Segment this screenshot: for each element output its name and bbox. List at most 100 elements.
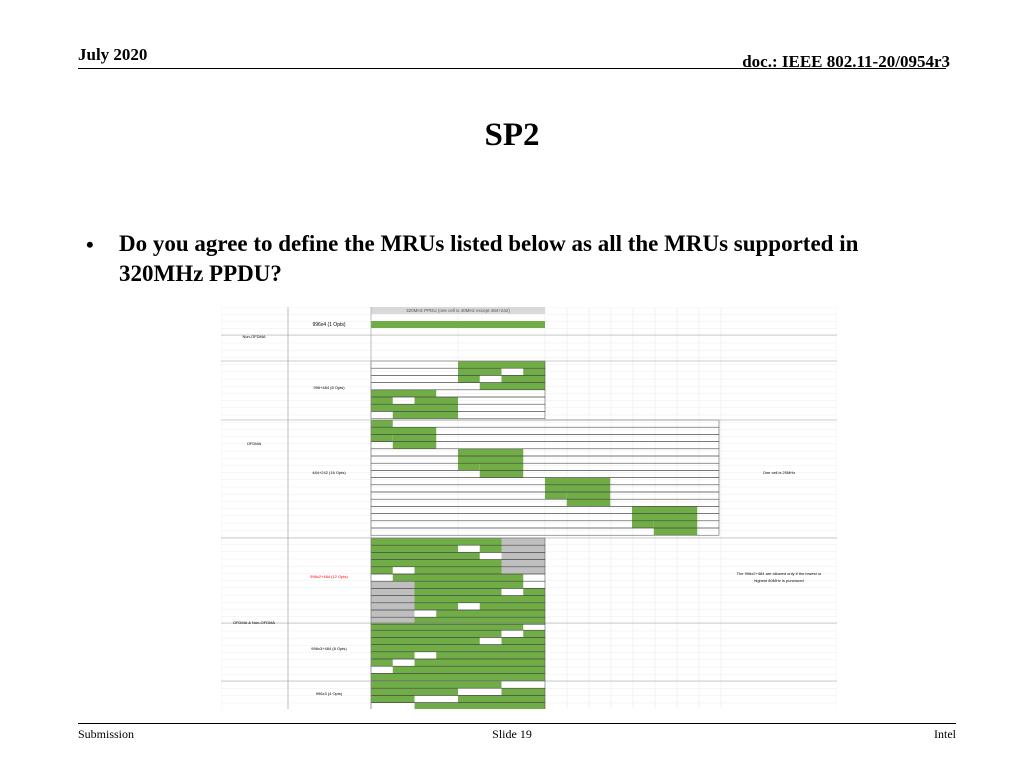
row-label-996x4: 996x4 (1 Opts) [312,322,345,328]
mru-cell [371,397,393,405]
mru-cell [392,434,437,442]
mru-cell [501,545,545,553]
mru-cell [501,644,545,652]
row-label-996x3: 996x3 (4 Opts) [316,691,343,696]
mru-cell [501,456,524,464]
bullet-marker: • [86,232,94,257]
mru-cell [371,389,437,397]
mru-cell [371,695,415,703]
mru-cell [371,566,393,574]
mru-cell [501,361,545,369]
footer-divider [78,723,956,724]
mru-cell [371,588,415,596]
note-cell-20mhz: One cell is 20MHz [763,470,795,475]
mru-cell [414,397,458,405]
slide-title: SP2 [484,117,540,153]
mru-cell [479,545,502,553]
mru-cell [458,448,524,456]
mru-cell [523,630,545,638]
mru-cell [392,441,437,449]
mru-cell [653,528,698,536]
mru-cell [479,470,524,478]
mru-cell [371,651,415,659]
mru-cell [414,581,524,589]
mru-cell [545,492,567,500]
mru-cell [501,559,545,567]
group-label-ofdma: OFDMA [247,441,262,446]
mru-cell [653,520,698,528]
mru-cell [479,382,545,390]
mru-cell [523,368,545,376]
mru-cell [479,602,545,610]
mru-cell [371,623,524,631]
mru-cell [414,588,502,596]
mru-cell [458,463,480,471]
mru-cell [371,427,415,435]
mru-table-svg: 320MHz PPDU (one cell is 40MHz except 48… [221,307,837,709]
mru-cell [501,375,545,383]
mru-cell [436,610,545,618]
mru-cell [414,659,545,667]
mru-cell [545,477,611,485]
mru-cell [371,559,502,567]
mru-cell [414,404,458,412]
mru-cell [458,375,480,383]
mru-cell [501,566,545,574]
mru-cell [632,513,676,521]
group-label-both: OFDMA & Non-OFDMA [233,620,276,625]
mru-cell [371,673,545,681]
mru-cell [371,420,393,428]
mru-cell [371,681,502,689]
header-date: July 2020 [78,45,148,64]
note-punctured-line2: highest 80MHz is punctured [754,578,804,583]
mru-cell [632,506,698,514]
mru-cell [566,492,611,500]
mru-cell-996x4 [371,321,545,328]
mru-cell [392,574,524,582]
top-label: 320MHz PPDU (one cell is 40MHz except 48… [406,308,510,313]
mru-cell [371,688,458,696]
mru-cell [414,595,545,603]
row-label-484-242: 484+242 (16 Opts) [312,470,346,475]
mru-cell [371,617,415,625]
mru-cell [371,552,480,560]
mru-cell [371,602,415,610]
mru-cell [545,484,589,492]
mru-cell [414,702,545,709]
mru-cell [501,552,545,560]
note-punctured-line1: The 996x2+484 are allowed only if the lo… [737,571,822,576]
mru-cell [371,630,502,638]
mru-cell [566,499,611,507]
bullet-text: Do you agree to define the MRUs listed b… [119,231,859,286]
mru-cell [371,404,415,412]
footer-company: Intel [934,727,956,741]
mru-cell [371,545,458,553]
footer-slide-number: Slide 19 [492,727,532,741]
group-label-non-ofdma: Non-OFDMA [242,334,265,339]
mru-table-figure: 320MHz PPDU (one cell is 40MHz except 48… [221,307,837,709]
header-divider [78,68,946,69]
mru-cell [371,659,393,667]
mru-cell [458,368,502,376]
footer-submission: Submission [78,727,135,741]
mru-cell [632,520,654,528]
mru-cell [675,513,698,521]
row-label-996-484: 996+484 (8 Opts) [313,385,345,390]
mru-cell [414,602,458,610]
mru-cell [501,538,545,546]
mru-cell [392,411,458,419]
mru-cell [371,434,393,442]
mru-cell [371,644,502,652]
mru-cell [371,581,415,589]
mru-cell [371,538,502,546]
mru-cell [414,566,502,574]
top-label-bar [371,307,545,314]
mru-cell [523,588,545,596]
mru-cell [501,637,545,645]
mru-cell [371,610,415,618]
mru-cell [414,427,437,435]
mru-cell [371,595,415,603]
mru-cell [501,688,545,696]
mru-cell [392,666,545,674]
mru-cell [479,463,524,471]
